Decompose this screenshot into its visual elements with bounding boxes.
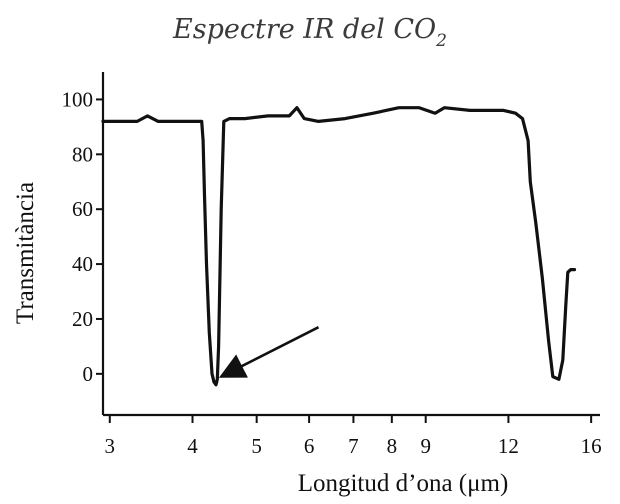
y-tick-label: 100 (62, 87, 94, 111)
x-tick-label: 7 (348, 434, 359, 458)
x-tick-label: 16 (581, 434, 602, 458)
x-tick-label: 12 (498, 434, 519, 458)
x-axis-ticks: 3 4 5 6 7 8 9 12 16 (105, 415, 602, 458)
x-tick-label: 9 (420, 434, 431, 458)
x-tick-label: 4 (187, 434, 198, 458)
x-axis-label: Longitud d’ona (μm) (298, 470, 509, 497)
x-tick-label: 6 (304, 434, 315, 458)
transmittance-line (101, 106, 577, 387)
annotation-layer (218, 326, 320, 378)
y-tick-label: 80 (72, 142, 93, 166)
annotation-arrow (218, 326, 320, 378)
y-tick-label: 0 (83, 362, 94, 386)
y-tick-label: 40 (72, 252, 93, 276)
series-layer (101, 106, 577, 387)
chart-title: Espectre IR del CO2 (172, 14, 447, 51)
y-tick-label: 60 (72, 197, 93, 221)
y-axis-label: Transmitància (12, 182, 39, 324)
x-tick-label: 3 (105, 434, 116, 458)
y-axis-ticks: 0 20 40 60 80 100 (62, 87, 103, 386)
y-tick-label: 20 (72, 307, 93, 331)
x-tick-label: 5 (251, 434, 262, 458)
x-tick-label: 8 (387, 434, 398, 458)
